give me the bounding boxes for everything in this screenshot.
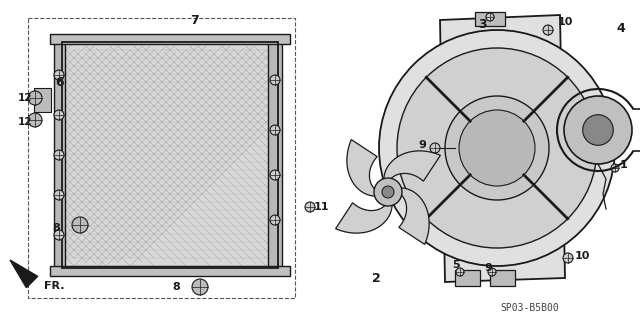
Text: 4: 4	[616, 21, 625, 34]
Text: 10: 10	[575, 251, 590, 261]
Text: 2: 2	[372, 271, 381, 285]
Circle shape	[54, 150, 64, 160]
Text: 11: 11	[314, 202, 330, 212]
Circle shape	[270, 75, 280, 85]
Bar	[62, 42, 278, 268]
Bar	[268, 40, 282, 270]
Bar	[490, 270, 515, 286]
Text: 3: 3	[478, 19, 486, 32]
Bar	[475, 12, 505, 26]
Polygon shape	[335, 200, 392, 233]
Circle shape	[382, 186, 394, 198]
Circle shape	[270, 170, 280, 180]
Circle shape	[374, 178, 402, 206]
Polygon shape	[10, 260, 38, 288]
Circle shape	[28, 113, 42, 127]
Text: 1: 1	[620, 160, 628, 170]
Text: 12: 12	[18, 117, 33, 127]
Circle shape	[54, 230, 64, 240]
Circle shape	[54, 70, 64, 80]
Circle shape	[270, 215, 280, 225]
Circle shape	[488, 268, 496, 276]
Circle shape	[564, 96, 632, 164]
Circle shape	[456, 268, 464, 276]
Circle shape	[379, 30, 615, 266]
Text: 9: 9	[418, 140, 426, 150]
Circle shape	[430, 143, 440, 153]
Circle shape	[611, 164, 619, 172]
Circle shape	[54, 110, 64, 120]
Polygon shape	[384, 151, 440, 184]
Circle shape	[270, 125, 280, 135]
Text: 8: 8	[172, 282, 180, 292]
Circle shape	[445, 96, 549, 200]
Polygon shape	[440, 15, 565, 282]
Polygon shape	[34, 88, 51, 112]
Text: SP03-B5B00: SP03-B5B00	[500, 303, 559, 313]
Circle shape	[305, 202, 315, 212]
Bar	[455, 270, 480, 286]
Circle shape	[543, 25, 553, 35]
Polygon shape	[347, 140, 380, 196]
Bar	[50, 266, 290, 276]
Text: 12: 12	[18, 93, 33, 103]
Circle shape	[192, 279, 208, 295]
Text: 6: 6	[55, 77, 63, 90]
Bar	[62, 42, 278, 268]
Circle shape	[459, 110, 535, 186]
Text: 10: 10	[558, 17, 573, 27]
Circle shape	[563, 253, 573, 263]
Circle shape	[54, 190, 64, 200]
Text: 5: 5	[452, 260, 460, 270]
Text: FR.: FR.	[44, 281, 65, 291]
Circle shape	[72, 217, 88, 233]
Circle shape	[397, 48, 597, 248]
Circle shape	[28, 91, 42, 105]
Circle shape	[582, 115, 613, 145]
Text: 7: 7	[190, 13, 199, 26]
Text: 8: 8	[52, 223, 60, 233]
Polygon shape	[396, 188, 429, 244]
Text: 9: 9	[484, 263, 492, 273]
Circle shape	[486, 13, 494, 21]
Bar	[50, 34, 290, 44]
Bar	[54, 40, 65, 270]
